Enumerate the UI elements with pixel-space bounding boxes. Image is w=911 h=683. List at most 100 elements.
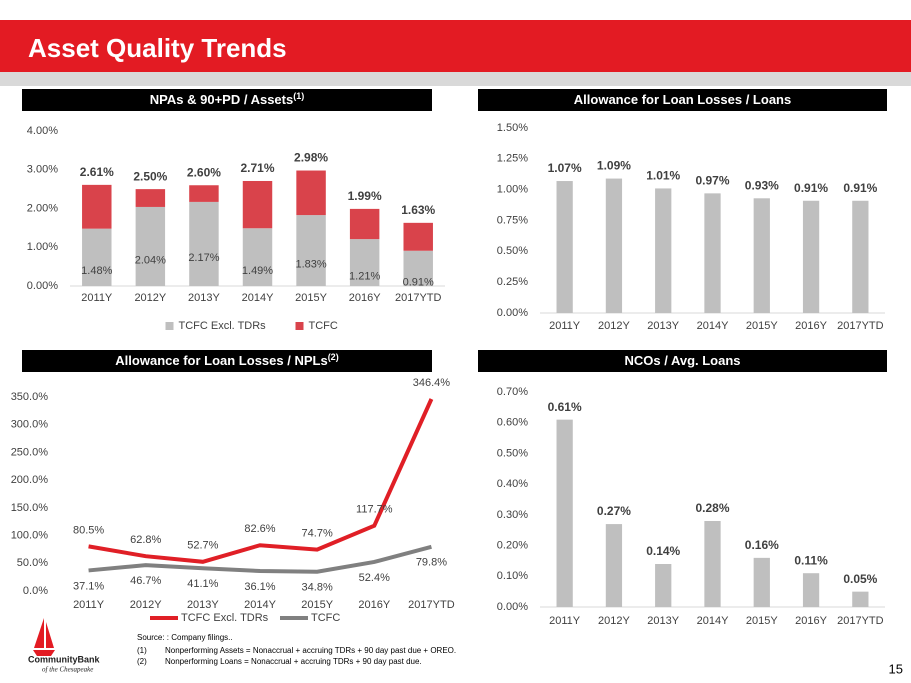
value-label: 0.91%	[843, 181, 877, 195]
bar	[704, 521, 721, 607]
x-tick-label: 2014Y	[697, 320, 729, 332]
value-label: 79.8%	[416, 557, 447, 569]
y-tick-label: 100.0%	[11, 529, 49, 541]
panel-title: NCOs / Avg. Loans	[624, 353, 740, 368]
y-tick-label: 350.0%	[11, 391, 49, 403]
y-tick-label: 300.0%	[11, 419, 49, 431]
source-note: Source: : Company filings..	[137, 633, 233, 642]
total-label: 2.71%	[240, 161, 274, 175]
bar	[852, 591, 869, 607]
bar	[802, 200, 820, 313]
bar	[655, 564, 672, 607]
value-label: 346.4%	[413, 377, 451, 389]
value-label: 1.07%	[548, 161, 582, 175]
value-label: 36.1%	[244, 581, 275, 593]
value-label: 1.09%	[597, 159, 631, 173]
bar-segment	[403, 250, 433, 286]
bar-segment	[296, 170, 326, 216]
total-label: 1.99%	[348, 189, 382, 203]
x-tick-label: 2013Y	[647, 615, 679, 627]
y-tick-label: 250.0%	[11, 446, 49, 458]
panel-header	[22, 89, 432, 111]
x-tick-label: 2012Y	[130, 599, 162, 611]
value-label: 74.7%	[302, 528, 333, 540]
x-tick-label: 2016Y	[358, 599, 390, 611]
panel-header	[478, 89, 887, 111]
slide-title: Asset Quality Trends	[28, 33, 287, 63]
x-tick-label: 2015Y	[746, 615, 778, 627]
x-tick-label: 2013Y	[188, 292, 220, 304]
panel-title-text: NPAs & 90+PD / Assets	[150, 92, 293, 107]
value-label: 1.48%	[81, 265, 112, 277]
panel-title-sup: (1)	[293, 91, 304, 101]
x-tick-label: 2017YTD	[837, 320, 884, 332]
value-label: 2.17%	[188, 252, 219, 264]
value-label: 0.16%	[745, 538, 779, 552]
value-label: 1.21%	[349, 270, 380, 282]
value-label: 0.91%	[403, 276, 434, 288]
bar-segment	[189, 185, 219, 202]
x-tick-label: 2015Y	[295, 292, 327, 304]
value-label: 41.1%	[187, 578, 218, 590]
value-label: 1.01%	[646, 169, 680, 183]
bar-segment	[403, 222, 433, 251]
panel-title-text: NCOs / Avg. Loans	[624, 353, 740, 368]
y-tick-label: 0.20%	[497, 539, 528, 551]
x-tick-label: 2014Y	[244, 599, 276, 611]
x-tick-label: 2011Y	[549, 615, 581, 627]
value-label: 80.5%	[73, 524, 104, 536]
bar-segment	[189, 201, 219, 286]
header-rule	[0, 72, 911, 86]
bar-segment	[349, 208, 380, 240]
legend-swatch	[165, 322, 174, 330]
y-tick-label: 0.50%	[497, 245, 528, 257]
y-tick-label: 1.25%	[497, 153, 528, 165]
value-label: 0.28%	[695, 501, 729, 515]
total-label: 2.60%	[187, 165, 221, 179]
x-tick-label: 2011Y	[549, 320, 581, 332]
y-tick-label: 0.75%	[497, 214, 528, 226]
header-band	[0, 20, 911, 72]
note-mark: (1)	[137, 646, 147, 655]
legend-label: TCFC Excl. TDRs	[179, 320, 267, 332]
note-text: Nonperforming Loans = Nonaccrual + accru…	[165, 657, 422, 666]
value-label: 1.83%	[295, 258, 326, 270]
y-tick-label: 0.00%	[27, 280, 58, 292]
bar	[802, 573, 820, 607]
x-tick-label: 2016Y	[795, 615, 827, 627]
value-label: 52.4%	[359, 572, 390, 584]
value-label: 82.6%	[244, 523, 275, 535]
bar-segment	[82, 184, 112, 229]
x-tick-label: 2013Y	[647, 320, 679, 332]
panel-header	[22, 350, 432, 372]
x-tick-label: 2014Y	[697, 615, 729, 627]
y-tick-label: 0.50%	[497, 447, 528, 459]
value-label: 0.14%	[646, 544, 680, 558]
note-text: Nonperforming Assets = Nonaccrual + accr…	[165, 646, 456, 655]
y-tick-label: 200.0%	[11, 474, 49, 486]
total-label: 2.61%	[80, 165, 114, 179]
x-tick-label: 2017YTD	[408, 599, 455, 611]
total-label: 2.98%	[294, 151, 328, 165]
y-tick-label: 1.00%	[497, 184, 528, 196]
bar-segment	[135, 189, 166, 207]
y-tick-label: 0.00%	[497, 307, 528, 319]
x-tick-label: 2014Y	[242, 292, 274, 304]
x-tick-label: 2012Y	[598, 320, 630, 332]
x-tick-label: 2015Y	[746, 320, 778, 332]
bar-segment	[349, 239, 380, 286]
logo-hull	[33, 650, 55, 656]
value-label: 0.05%	[843, 572, 877, 586]
legend-label: TCFC Excl. TDRs	[181, 612, 269, 624]
x-tick-label: 2011Y	[81, 292, 113, 304]
y-tick-label: 0.60%	[497, 417, 528, 429]
legend-label: TCFC	[309, 320, 338, 332]
bar	[655, 188, 672, 313]
panel-header	[478, 350, 887, 372]
y-tick-label: 0.70%	[497, 386, 528, 398]
y-tick-label: 3.00%	[27, 164, 58, 176]
x-tick-label: 2016Y	[349, 292, 381, 304]
panel-title: Allowance for Loan Losses / Loans	[574, 92, 791, 107]
panel-title: Allowance for Loan Losses / NPLs(2)	[115, 352, 338, 368]
y-tick-label: 0.0%	[23, 585, 48, 597]
